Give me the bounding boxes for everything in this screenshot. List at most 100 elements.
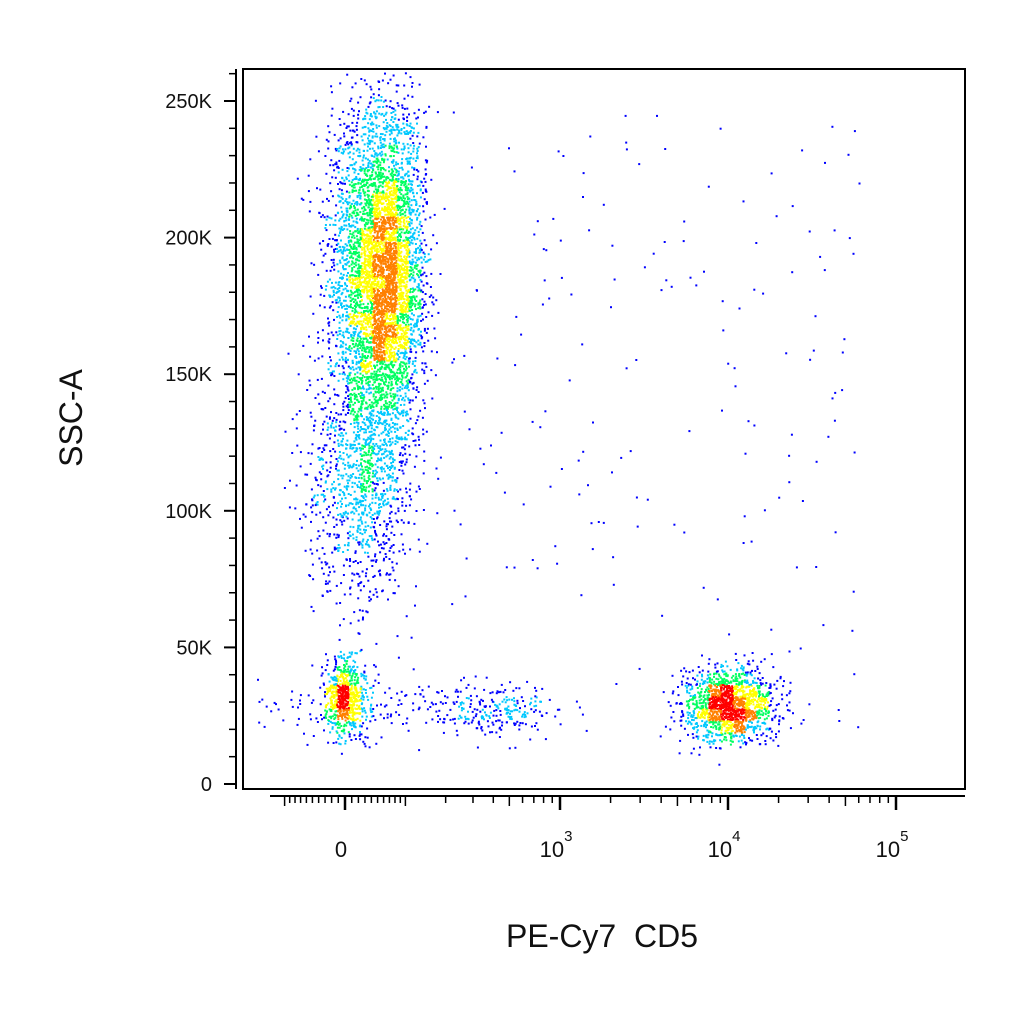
event-dot — [320, 432, 323, 435]
event-dot — [368, 380, 371, 383]
event-dot — [409, 76, 412, 79]
event-dot — [381, 311, 384, 314]
event-dot — [351, 282, 354, 285]
event-dot — [356, 431, 359, 433]
event-dot — [372, 418, 374, 421]
event-dot — [366, 270, 369, 273]
event-dot — [355, 467, 358, 470]
event-dot — [411, 166, 414, 169]
event-dot — [349, 396, 352, 399]
event-dot — [350, 270, 353, 273]
event-dot — [410, 342, 412, 345]
event-dot — [383, 286, 386, 288]
event-dot — [368, 444, 371, 447]
event-dot — [338, 159, 341, 162]
event-dot — [422, 428, 425, 431]
event-dot — [340, 196, 343, 199]
event-dot — [395, 123, 398, 126]
event-dot — [387, 259, 390, 262]
event-dot — [378, 398, 381, 401]
event-dot — [342, 313, 344, 316]
event-dot — [419, 188, 422, 191]
event-dot — [337, 352, 340, 355]
event-dot — [368, 235, 371, 238]
event-dot — [421, 273, 424, 276]
event-dot — [365, 173, 368, 176]
event-dot — [404, 287, 407, 290]
event-dot — [359, 96, 362, 99]
event-dot — [328, 347, 330, 350]
event-dot — [389, 392, 392, 395]
event-dot — [345, 391, 348, 394]
event-dot — [353, 419, 356, 422]
event-dot — [392, 276, 395, 279]
event-dot — [357, 213, 360, 216]
event-dot — [405, 367, 408, 370]
event-dot — [377, 322, 380, 325]
event-dot — [321, 261, 324, 264]
event-dot — [377, 250, 380, 253]
event-dot — [344, 358, 347, 361]
event-dot — [391, 255, 393, 258]
event-dot — [392, 213, 395, 216]
event-dot — [416, 152, 418, 155]
event-dot — [416, 237, 419, 240]
event-dot — [375, 215, 378, 218]
event-dot — [372, 97, 375, 100]
event-dot — [410, 302, 413, 305]
event-dot — [376, 337, 379, 340]
event-dot — [375, 241, 378, 244]
event-dot — [414, 199, 417, 202]
event-dot — [331, 295, 334, 298]
event-dot — [343, 227, 346, 230]
event-dot — [377, 303, 380, 306]
event-dot — [329, 359, 332, 362]
event-dot — [399, 346, 402, 349]
event-dot — [396, 185, 399, 187]
event-dot — [373, 222, 376, 225]
event-dot — [379, 192, 382, 195]
event-dot — [385, 298, 388, 301]
event-dot — [375, 385, 377, 388]
event-dot — [386, 312, 389, 315]
event-dot — [409, 228, 412, 231]
event-dot — [375, 295, 378, 297]
event-dot — [383, 225, 386, 228]
event-dot — [425, 331, 428, 334]
event-dot — [413, 236, 416, 239]
event-dot — [383, 359, 386, 362]
event-dot — [363, 350, 366, 353]
event-dot — [383, 229, 386, 232]
event-dot — [396, 379, 398, 382]
event-dot — [385, 335, 388, 338]
event-dot — [384, 323, 387, 326]
event-dot — [407, 260, 409, 263]
event-dot — [401, 347, 404, 350]
event-dot — [411, 95, 414, 98]
event-dot — [416, 150, 419, 152]
event-dot — [409, 241, 412, 244]
event-dot — [330, 159, 333, 162]
event-dot — [397, 417, 400, 420]
event-dot — [370, 375, 373, 378]
event-dot — [412, 173, 415, 176]
event-dot — [374, 237, 376, 240]
event-dot — [364, 355, 366, 358]
event-dot — [345, 198, 348, 201]
event-dot — [367, 166, 370, 168]
event-dot — [348, 294, 351, 297]
event-dot — [367, 122, 370, 125]
event-dot — [383, 360, 386, 363]
event-dot — [417, 270, 420, 273]
event-dot — [302, 344, 305, 347]
event-dot — [380, 376, 383, 379]
event-dot — [357, 350, 360, 353]
event-dot — [398, 228, 401, 231]
event-dot — [389, 456, 392, 459]
event-dot — [385, 378, 387, 381]
event-dot — [390, 200, 393, 203]
event-dot — [355, 395, 358, 398]
event-dot — [395, 357, 398, 360]
event-dot — [327, 362, 330, 365]
event-dot — [358, 259, 361, 262]
